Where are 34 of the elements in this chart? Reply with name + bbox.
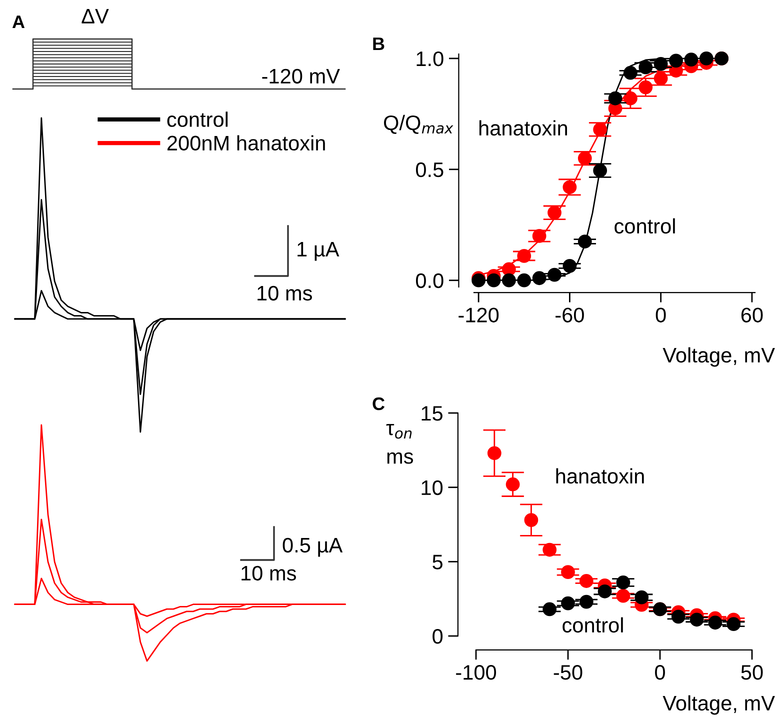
annotation: 10 ms [258,286,312,301]
x-tick-label: -100 [456,665,496,680]
text: ΔV [82,9,109,24]
x-axis-title: Voltage, mV [662,695,775,715]
annotation: 0.5 µA [282,538,343,557]
text: -120 mV [262,68,340,84]
y-tick-label: 0.0 [416,273,444,288]
x-tick-label: 0 [655,665,665,680]
x-tick-label: 60 [741,308,763,322]
y-axis-title: Q/Q$_{max}$ [384,114,454,134]
annotation: hanatoxin [479,120,567,136]
y-tick-label: 5 [432,554,442,570]
x-tick-label: -60 [556,308,584,322]
y-tick-label: 0 [432,629,443,644]
chart-title: C [372,397,385,410]
annotation: 10 ms [242,566,296,581]
x-axis-title: Voltage, mV [662,347,775,367]
legend-label: control [167,112,228,127]
chart-title: A [12,16,25,28]
x-tick-label: -120 [458,308,499,322]
legend-label: 200nM hanatoxin [167,135,325,151]
y-tick-label: 0.5 [416,162,444,178]
y-tick-label: 15 [422,406,442,421]
annotation: 1 µA [298,242,340,261]
chart-title: B [373,38,384,50]
y-tick-label: 10 [422,480,443,496]
y-axis-title: τ$_{on}$ ms [386,424,414,464]
annotation: control [562,617,623,633]
annotation: control [614,218,675,234]
annotation: hanatoxin [556,468,644,484]
x-tick-label: 50 [741,665,763,680]
x-tick-label: 0 [656,308,666,322]
x-tick-label: -50 [554,665,582,680]
y-tick-label: 1.0 [416,51,444,66]
